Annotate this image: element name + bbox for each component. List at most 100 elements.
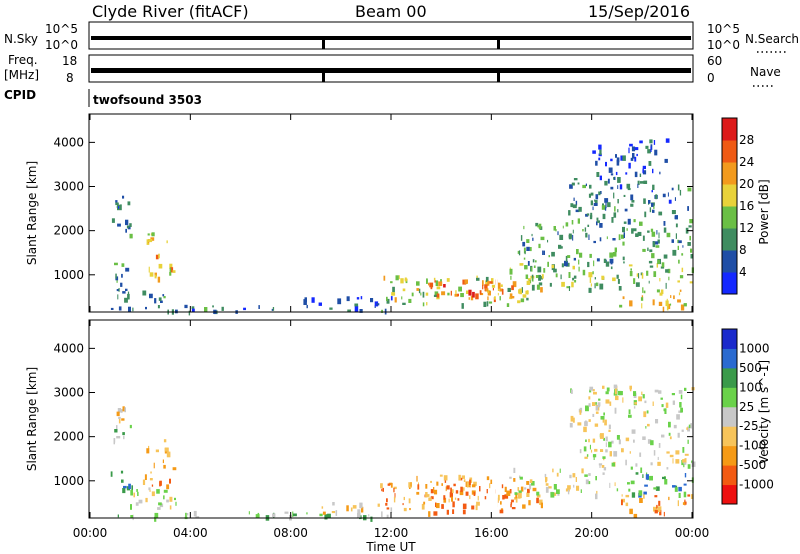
velocity-cell	[169, 478, 171, 484]
velocity-cell	[195, 516, 200, 519]
power-region-6	[142, 290, 166, 309]
velocity-region-8	[380, 480, 543, 517]
velocity-cell	[417, 484, 420, 490]
velocity-cell	[544, 473, 547, 478]
velocity-cell	[123, 485, 127, 489]
velocity-cell	[421, 503, 425, 510]
power-cell	[551, 264, 555, 269]
power-cell	[664, 158, 668, 163]
velocity-cell	[621, 448, 624, 453]
power-cell	[590, 192, 594, 196]
power-cell	[390, 281, 393, 284]
velocity-cell	[445, 486, 447, 492]
velocity-cell	[457, 498, 460, 501]
power-cell	[162, 294, 165, 297]
velocity-cell	[425, 484, 428, 489]
power-panel: 1000 2000 3000 4000 Slant Range [km]	[25, 113, 694, 316]
power-cell	[440, 279, 442, 283]
velocity-cell	[621, 494, 623, 497]
velocity-cell	[144, 474, 147, 480]
power-cell	[462, 279, 467, 285]
power-cell	[535, 275, 539, 278]
power-cell	[665, 269, 669, 273]
power-cell	[491, 278, 494, 284]
velocity-cell	[166, 484, 170, 490]
power-cell	[578, 266, 580, 272]
power-cell	[612, 277, 616, 282]
velocity-cell	[166, 499, 169, 503]
power-cell	[531, 267, 533, 272]
velocity-colorbar-tick: 1000	[739, 341, 770, 355]
velocity-cell	[605, 436, 608, 442]
velocity-cell	[322, 511, 326, 515]
power-cell	[678, 292, 681, 296]
power-axes: 1000 2000 3000 4000	[53, 114, 693, 312]
power-cell	[640, 181, 644, 184]
power-cell	[628, 162, 631, 169]
velocity-cell	[393, 487, 395, 493]
power-cell	[151, 232, 155, 237]
velocity-colorbar-segment	[722, 465, 737, 486]
velocity-cell	[611, 440, 614, 444]
velocity-cell	[455, 490, 459, 494]
velocity-cell	[510, 502, 513, 505]
power-cell	[592, 150, 596, 154]
power-cell	[607, 202, 611, 208]
power-cell	[482, 284, 484, 290]
velocity-cell	[499, 509, 504, 514]
velocity-cell	[138, 499, 143, 504]
velocity-cell	[524, 487, 527, 490]
power-cell	[573, 275, 577, 279]
power-cell	[160, 300, 163, 303]
power-cell	[488, 301, 493, 304]
power-cell	[146, 239, 150, 245]
velocity-cell	[677, 432, 680, 438]
velocity-cell	[539, 499, 543, 505]
power-cell	[614, 176, 616, 180]
power-cell	[658, 301, 663, 306]
power-cell	[572, 204, 577, 209]
velocity-cell	[428, 511, 431, 517]
velocity-cell	[625, 502, 629, 507]
power-cell	[641, 303, 643, 309]
velocity-cell	[640, 467, 643, 473]
velocity-cell	[659, 509, 662, 516]
velocity-cell	[163, 439, 167, 443]
velocity-cell	[122, 432, 125, 436]
velocity-cell	[506, 490, 511, 496]
power-cell	[127, 201, 131, 206]
power-cell	[150, 237, 155, 241]
velocity-cell	[163, 495, 165, 500]
velocity-cell	[430, 489, 434, 494]
velocity-cell	[433, 487, 435, 493]
power-cell	[494, 296, 498, 300]
velocity-cell	[618, 390, 622, 396]
velocity-colorbar-frame	[721, 328, 738, 505]
velocity-cell	[449, 492, 453, 498]
velocity-cell	[122, 406, 125, 412]
power-cell	[652, 241, 656, 248]
velocity-cell	[588, 419, 591, 422]
velocity-cell	[479, 486, 481, 492]
velocity-cell	[605, 391, 609, 395]
velocity-cell	[641, 391, 643, 395]
power-cell	[630, 157, 634, 161]
power-cell	[115, 202, 119, 206]
velocity-cell	[615, 395, 619, 401]
power-cell	[536, 284, 540, 290]
velocity-cell	[690, 494, 694, 499]
velocity-cell	[169, 505, 172, 510]
power-cell	[651, 231, 656, 237]
velocity-cell	[588, 403, 591, 407]
power-cell	[642, 169, 644, 174]
velocity-cell	[643, 491, 647, 495]
velocity-cell	[614, 482, 616, 487]
nsky-dropout-2	[497, 36, 500, 49]
power-cell	[662, 193, 666, 198]
velocity-cell	[116, 436, 121, 439]
power-cell	[611, 217, 614, 223]
velocity-cell	[657, 461, 661, 466]
power-cell	[585, 213, 589, 217]
cpid-strip: CPID twofsound 3503	[4, 88, 202, 107]
power-cell	[657, 239, 660, 244]
